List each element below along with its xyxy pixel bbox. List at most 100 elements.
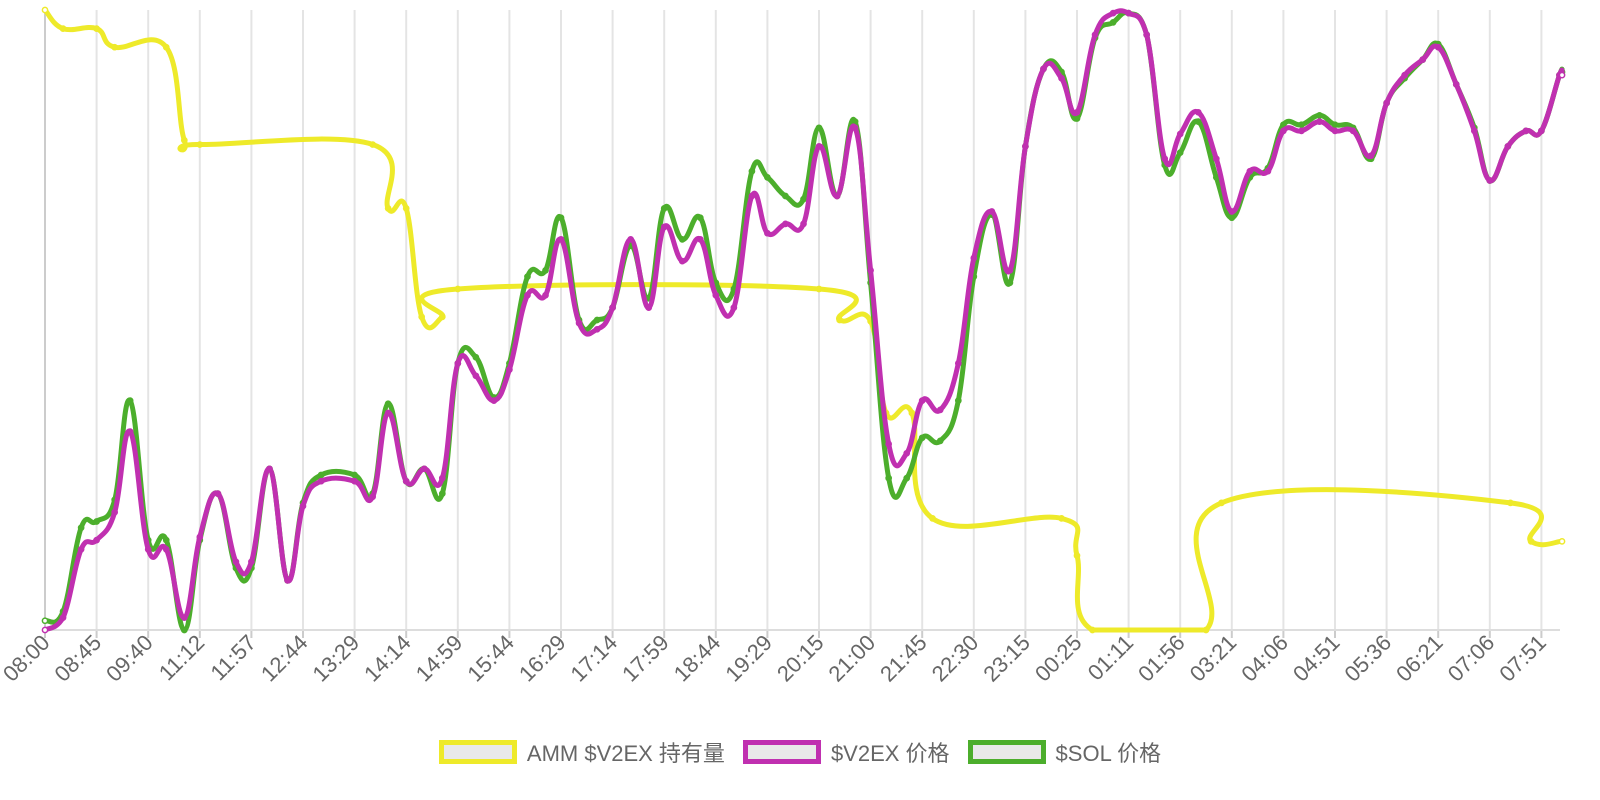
point-v2ex-price-75[interactable] [1349,127,1357,135]
point-sol-price-73[interactable] [1316,112,1323,119]
point-v2ex-price-36[interactable] [678,257,686,265]
point-sol-price-43[interactable] [800,195,807,203]
point-v2ex-price-16[interactable] [317,477,325,485]
point-amm-holding-18[interactable] [929,515,936,522]
point-sol-price-74[interactable] [1331,121,1339,129]
point-v2ex-price-28[interactable] [542,291,549,299]
point-v2ex-price-15[interactable] [299,502,307,510]
point-v2ex-price-23[interactable] [454,360,462,367]
legend-item-amm-holding[interactable]: AMM $V2EX 持有量 [438,736,725,768]
point-v2ex-price-67[interactable] [1212,155,1220,163]
point-sol-price-35[interactable] [660,205,668,212]
point-sol-price-59[interactable] [1073,115,1081,122]
point-v2ex-price-80[interactable] [1434,43,1442,51]
point-v2ex-price-79[interactable] [1419,56,1427,63]
point-sol-price-2[interactable] [77,524,85,532]
point-v2ex-price-5[interactable] [126,428,134,435]
point-amm-holding-4[interactable] [162,43,170,51]
point-amm-holding-17[interactable] [908,409,916,417]
point-v2ex-price-41[interactable] [764,229,771,237]
point-v2ex-price-74[interactable] [1331,127,1339,135]
point-v2ex-price-81[interactable] [1452,81,1460,88]
point-v2ex-price-49[interactable] [903,449,911,457]
point-v2ex-price-18[interactable] [369,493,377,501]
point-sol-price-17[interactable] [351,471,358,479]
point-v2ex-price-63[interactable] [1143,31,1151,39]
point-sol-price-41[interactable] [764,174,771,181]
point-v2ex-price-40[interactable] [748,192,756,200]
point-sol-price-72[interactable] [1298,121,1305,129]
point-sol-price-66[interactable] [1194,118,1202,125]
point-v2ex-price-77[interactable] [1383,99,1390,107]
point-v2ex-price-73[interactable] [1316,118,1323,125]
point-amm-holding-22[interactable] [1202,626,1210,634]
point-v2ex-price-6[interactable] [144,546,152,553]
point-v2ex-price-2[interactable] [77,546,85,553]
point-sol-price-19[interactable] [384,400,392,408]
point-sol-price-22[interactable] [438,490,446,497]
point-v2ex-price-66[interactable] [1194,108,1202,116]
point-v2ex-price-24[interactable] [472,372,480,380]
point-v2ex-price-62[interactable] [1125,9,1132,17]
point-v2ex-price-42[interactable] [782,220,789,228]
point-v2ex-price-86[interactable] [1538,127,1545,135]
point-sol-price-51[interactable] [936,437,944,445]
point-amm-holding-8[interactable] [384,205,392,212]
point-v2ex-price-14[interactable] [284,577,291,584]
point-sol-price-52[interactable] [954,397,962,404]
point-v2ex-price-45[interactable] [833,192,841,200]
point-v2ex-price-13[interactable] [266,465,273,473]
point-sol-price-24[interactable] [472,353,480,361]
point-v2ex-price-9[interactable] [196,533,204,541]
point-v2ex-price-53[interactable] [970,254,978,262]
point-v2ex-price-39[interactable] [730,304,738,311]
point-v2ex-price-12[interactable] [248,558,255,566]
point-v2ex-price-61[interactable] [1109,9,1117,17]
point-v2ex-price-7[interactable] [162,546,170,553]
point-v2ex-price-47[interactable] [867,267,874,274]
point-sol-price-27[interactable] [524,273,531,280]
point-v2ex-price-69[interactable] [1246,167,1254,175]
point-amm-holding-2[interactable] [93,25,100,32]
point-v2ex-price-38[interactable] [712,291,720,299]
point-amm-holding-13[interactable] [815,285,823,293]
point-v2ex-price-48[interactable] [885,440,893,448]
point-sol-price-28[interactable] [542,267,549,274]
point-v2ex-price-60[interactable] [1091,31,1099,39]
point-amm-holding-26[interactable] [1558,537,1566,545]
point-v2ex-price-68[interactable] [1228,208,1236,215]
point-sol-price-50[interactable] [918,434,926,442]
point-amm-holding-24[interactable] [1507,499,1514,507]
point-v2ex-price-27[interactable] [524,291,531,299]
point-amm-holding-21[interactable] [1089,626,1096,634]
point-v2ex-price-1[interactable] [59,614,67,621]
point-amm-holding-20[interactable] [1073,552,1081,559]
point-v2ex-price-8[interactable] [180,614,188,621]
point-sol-price-5[interactable] [126,397,134,404]
point-amm-holding-12[interactable] [454,285,462,293]
point-v2ex-price-52[interactable] [954,360,962,367]
point-amm-holding-3[interactable] [111,43,119,51]
point-v2ex-price-76[interactable] [1367,152,1375,160]
point-sol-price-37[interactable] [696,214,704,222]
point-v2ex-price-46[interactable] [851,124,859,132]
point-v2ex-price-71[interactable] [1280,127,1287,135]
point-v2ex-price-31[interactable] [593,325,601,333]
point-v2ex-price-11[interactable] [232,558,240,566]
point-v2ex-price-37[interactable] [696,236,704,243]
point-sol-price-71[interactable] [1280,121,1287,129]
legend-item-v2ex-price[interactable]: $V2EX 价格 [742,736,950,768]
point-amm-holding-6[interactable] [196,141,204,148]
point-amm-holding-10[interactable] [418,313,426,321]
point-v2ex-price-51[interactable] [936,406,944,414]
point-sol-price-29[interactable] [557,214,565,222]
point-amm-holding-11[interactable] [438,313,446,321]
point-v2ex-price-32[interactable] [609,304,616,311]
point-v2ex-price-88[interactable] [1558,71,1566,79]
point-amm-holding-14[interactable] [836,316,843,324]
point-sol-price-31[interactable] [593,316,601,324]
point-v2ex-price-50[interactable] [918,397,926,404]
point-amm-holding-5[interactable] [180,136,188,144]
point-v2ex-price-78[interactable] [1401,71,1409,79]
point-amm-holding-25[interactable] [1527,537,1535,545]
